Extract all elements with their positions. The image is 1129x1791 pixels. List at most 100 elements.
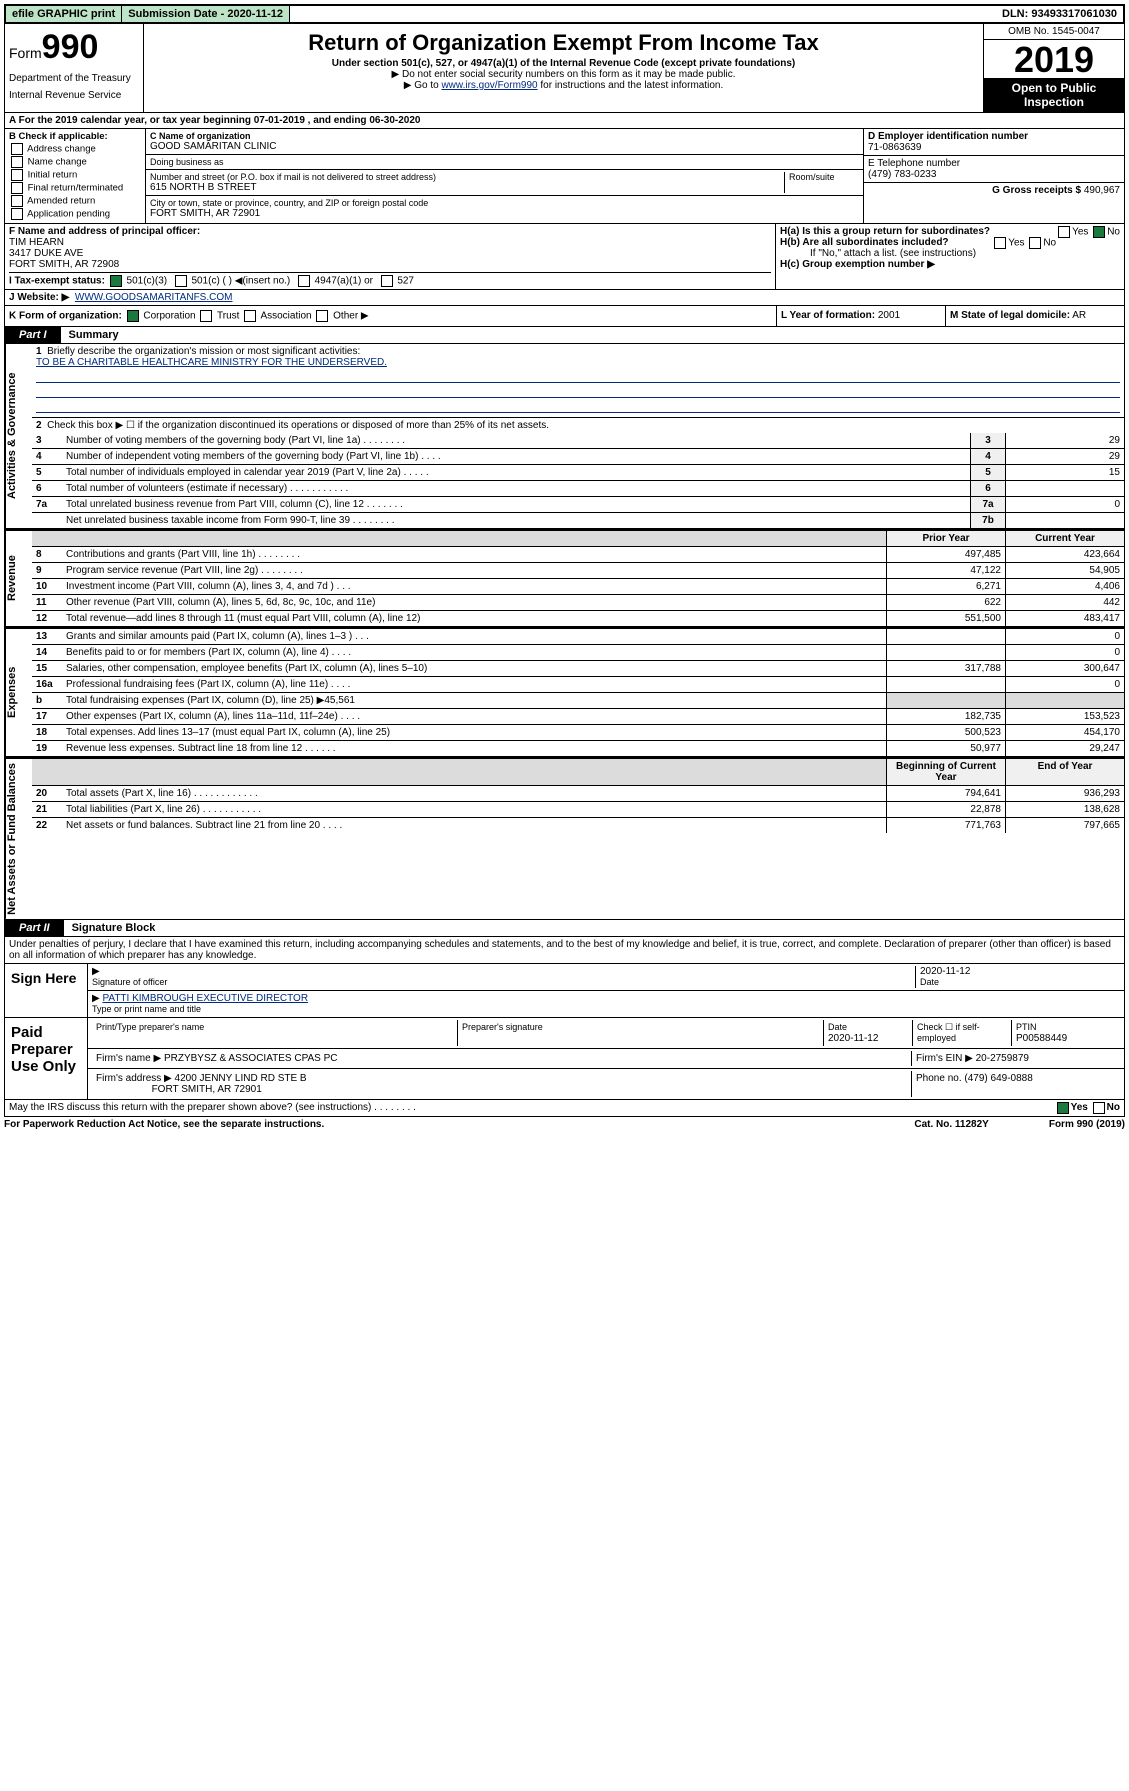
open-to-public: Open to Public Inspection	[984, 78, 1124, 112]
sig-date-value: 2020-11-12	[920, 966, 970, 977]
gross-receipts-value: 490,967	[1084, 185, 1120, 196]
dba-label: Doing business as	[150, 157, 859, 167]
c-label: C Name of organization	[150, 131, 859, 141]
info-grid: B Check if applicable: Address change Na…	[4, 129, 1125, 224]
phone-value: (479) 783-0233	[868, 169, 936, 180]
dept-irs: Internal Revenue Service	[9, 90, 139, 101]
street-address: 615 NORTH B STREET	[150, 182, 784, 193]
check-4947[interactable]	[298, 275, 310, 287]
officer-name: TIM HEARN	[9, 237, 64, 248]
netassets-section: Net Assets or Fund Balances Beginning of…	[4, 757, 1125, 920]
sign-here-label: Sign Here	[5, 964, 88, 1017]
website-link[interactable]: WWW.GOODSAMARITANFS.COM	[75, 292, 233, 303]
top-bar: efile GRAPHIC print Submission Date - 20…	[4, 4, 1125, 24]
form-no-footer: Form 990 (2019)	[1049, 1119, 1125, 1130]
phone-label: E Telephone number	[868, 158, 960, 169]
firm-name: PRZYBYSZ & ASSOCIATES CPAS PC	[164, 1053, 338, 1064]
row-j-website: J Website: ▶ WWW.GOODSAMARITANFS.COM	[4, 290, 1125, 306]
note-ssn: Do not enter social security numbers on …	[148, 69, 979, 80]
irs-link[interactable]: www.irs.gov/Form990	[441, 80, 537, 91]
f-label: F Name and address of principal officer:	[9, 226, 200, 237]
check-other[interactable]	[316, 310, 328, 322]
line-2-discontinued: Check this box ▶ ☐ if the organization d…	[47, 420, 549, 431]
hb-note: If "No," attach a list. (see instruction…	[780, 248, 1120, 259]
cat-no: Cat. No. 11282Y	[914, 1119, 988, 1130]
state-domicile: AR	[1072, 310, 1086, 321]
tax-year: 2019	[984, 40, 1124, 78]
officer-addr1: 3417 DUKE AVE	[9, 248, 83, 259]
ha-group-return: H(a) Is this a group return for subordin…	[780, 226, 1120, 237]
ein-value: 71-0863639	[868, 142, 921, 153]
check-501c3[interactable]	[110, 275, 122, 287]
ha-yes[interactable]	[1058, 226, 1070, 238]
check-amended-return[interactable]: Amended return	[9, 195, 141, 207]
firm-addr2: FORT SMITH, AR 72901	[152, 1084, 262, 1095]
dept-treasury: Department of the Treasury	[9, 73, 139, 84]
check-name-change[interactable]: Name change	[9, 156, 141, 168]
check-501c[interactable]	[175, 275, 187, 287]
revenue-table: Prior YearCurrent Year8Contributions and…	[32, 531, 1124, 626]
form-number: Form990	[9, 28, 139, 67]
revenue-vlabel: Revenue	[5, 531, 32, 626]
netassets-vlabel: Net Assets or Fund Balances	[5, 759, 32, 919]
revenue-section: Revenue Prior YearCurrent Year8Contribut…	[4, 529, 1125, 627]
gross-receipts-label: G Gross receipts $	[992, 185, 1081, 196]
discuss-row: May the IRS discuss this return with the…	[4, 1100, 1125, 1117]
col-b-checkboxes: B Check if applicable: Address change Na…	[5, 129, 146, 223]
note-goto: Go to www.irs.gov/Form990 for instructio…	[148, 80, 979, 91]
governance-section: Activities & Governance 1 Briefly descri…	[4, 344, 1125, 529]
year-formation: 2001	[878, 310, 900, 321]
expenses-section: Expenses 13Grants and similar amounts pa…	[4, 627, 1125, 757]
i-label: I Tax-exempt status:	[9, 276, 105, 287]
expenses-vlabel: Expenses	[5, 629, 32, 756]
check-corporation[interactable]	[127, 310, 139, 322]
firm-ein: 20-2759879	[976, 1053, 1029, 1064]
submission-date-value: 2020-11-12	[227, 8, 283, 20]
paid-preparer-label: Paid Preparer Use Only	[5, 1018, 88, 1099]
hb-subordinates: H(b) Are all subordinates included? Yes …	[780, 237, 1120, 248]
form-header: Form990 Department of the Treasury Inter…	[4, 24, 1125, 113]
ha-no[interactable]	[1093, 226, 1105, 238]
efile-button[interactable]: efile GRAPHIC print	[6, 6, 122, 22]
check-initial-return[interactable]: Initial return	[9, 169, 141, 181]
preparer-date: 2020-11-12	[828, 1033, 878, 1044]
perjury-statement: Under penalties of perjury, I declare th…	[4, 937, 1125, 964]
check-final-return[interactable]: Final return/terminated	[9, 182, 141, 194]
officer-addr2: FORT SMITH, AR 72908	[9, 259, 119, 270]
ptin-value: P00588449	[1016, 1033, 1067, 1044]
form-title: Return of Organization Exempt From Incom…	[148, 30, 979, 56]
dln: DLN: 93493317061030	[996, 6, 1123, 22]
mission-label: Briefly describe the organization's miss…	[47, 346, 360, 357]
hb-no[interactable]	[1029, 237, 1041, 249]
submission-date-button[interactable]: Submission Date - 2020-11-12	[122, 6, 290, 22]
hc-group-exemption: H(c) Group exemption number ▶	[780, 259, 1120, 270]
part-2-header: Part II Signature Block	[4, 920, 1125, 937]
officer-name-title: PATTI KIMBROUGH EXECUTIVE DIRECTOR	[102, 993, 308, 1004]
org-name: GOOD SAMARITAN CLINIC	[150, 141, 859, 152]
room-label: Room/suite	[789, 172, 859, 182]
row-a-tax-year: A For the 2019 calendar year, or tax yea…	[4, 113, 1125, 129]
check-527[interactable]	[381, 275, 393, 287]
city-value: FORT SMITH, AR 72901	[150, 208, 859, 219]
firm-phone: (479) 649-0888	[964, 1073, 1032, 1084]
check-self-employed[interactable]: Check ☐ if self-employed	[913, 1020, 1012, 1046]
check-association[interactable]	[244, 310, 256, 322]
discuss-yes[interactable]	[1057, 1102, 1069, 1114]
hb-yes[interactable]	[994, 237, 1006, 249]
omb-number: OMB No. 1545-0047	[984, 24, 1124, 40]
paid-preparer-block: Paid Preparer Use Only Print/Type prepar…	[4, 1018, 1125, 1100]
check-trust[interactable]	[200, 310, 212, 322]
bottom-line: For Paperwork Reduction Act Notice, see …	[4, 1117, 1125, 1132]
netassets-table: Beginning of Current YearEnd of Year20To…	[32, 759, 1124, 833]
row-fh: F Name and address of principal officer:…	[4, 224, 1125, 290]
check-address-change[interactable]: Address change	[9, 143, 141, 155]
governance-vlabel: Activities & Governance	[5, 344, 32, 528]
discuss-no[interactable]	[1093, 1102, 1105, 1114]
governance-table: 3Number of voting members of the governi…	[32, 433, 1124, 528]
part-1-header: Part I Summary	[4, 327, 1125, 344]
sign-here-block: Sign Here ▶Signature of officer 2020-11-…	[4, 964, 1125, 1018]
city-label: City or town, state or province, country…	[150, 198, 859, 208]
form-subtitle: Under section 501(c), 527, or 4947(a)(1)…	[148, 58, 979, 69]
addr-label: Number and street (or P.O. box if mail i…	[150, 172, 784, 182]
check-application-pending[interactable]: Application pending	[9, 208, 141, 220]
